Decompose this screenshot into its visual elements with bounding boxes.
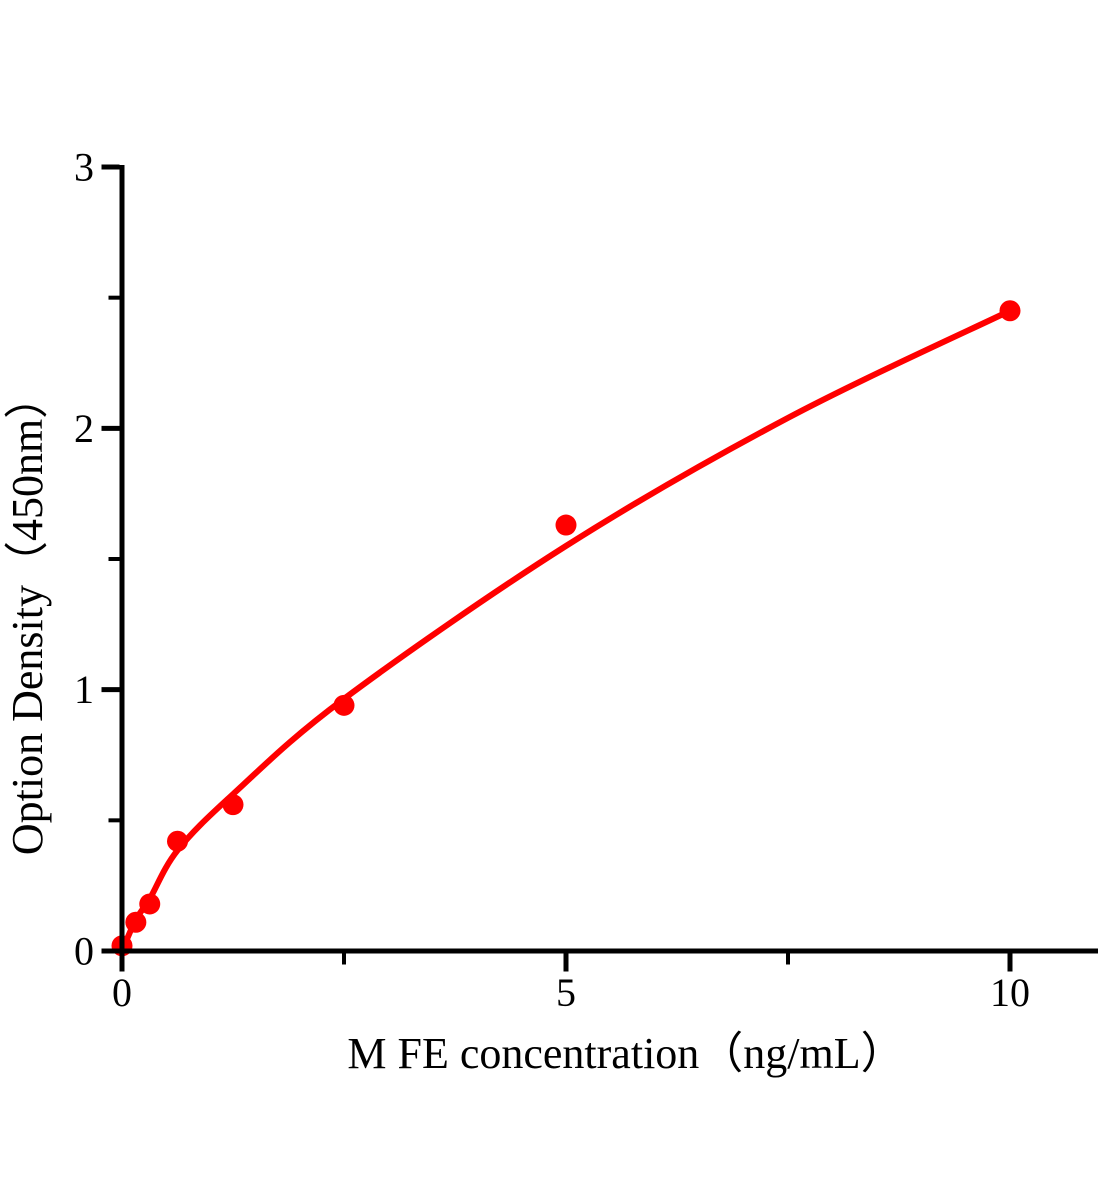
y-tick-label: 3	[74, 145, 94, 190]
data-point	[333, 694, 355, 716]
fit-curve-layer	[119, 307, 1013, 954]
axes	[119, 165, 1098, 954]
data-point	[999, 300, 1021, 322]
data-point	[139, 893, 161, 915]
y-tick-label: 0	[74, 929, 94, 974]
data-point	[167, 830, 188, 852]
y-axis-title: Option Density（450nm）	[3, 375, 52, 855]
x-tick-label: 10	[990, 970, 1030, 1015]
x-tick-label: 5	[556, 970, 576, 1015]
y-tick-label: 1	[74, 667, 94, 712]
x-tick-label: 0	[112, 970, 132, 1015]
x-axis-title: M FE concentration（ng/mL）	[347, 1029, 904, 1078]
data-point	[125, 911, 147, 933]
data-point	[222, 794, 244, 816]
axis-ticks-layer	[101, 164, 1013, 972]
y-tick-label: 2	[74, 406, 94, 451]
data-point	[555, 514, 577, 536]
tick-labels-layer: 0 1 2 3 0 5 10	[74, 145, 1030, 1015]
data-points-layer	[111, 300, 1021, 957]
axes-layer	[119, 165, 1098, 954]
fit-curve	[119, 307, 1013, 954]
